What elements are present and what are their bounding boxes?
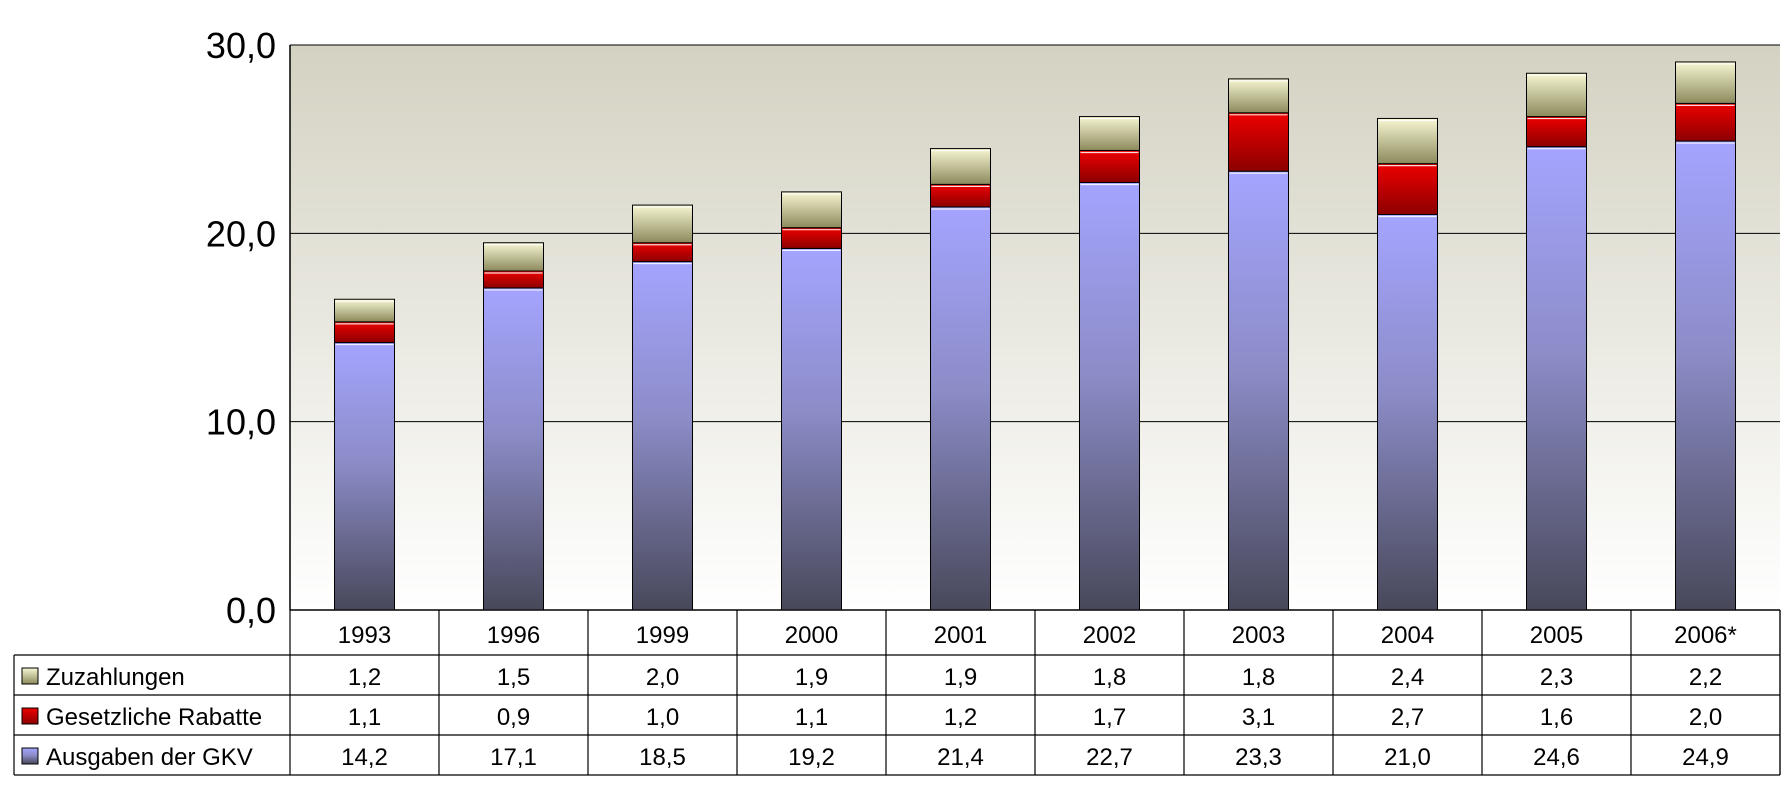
data-label: 0,9: [497, 704, 530, 731]
bar-segment-gesetzliche-rabatte: [1377, 163, 1438, 215]
legend-label: Zuzahlungen: [46, 664, 185, 691]
bar-segment-ausgaben-der-gkv: [1526, 146, 1587, 611]
bar-segment-gesetzliche-rabatte: [1526, 116, 1587, 148]
legend-label: Ausgaben der GKV: [46, 744, 253, 771]
bar-segment-zuzahlungen: [781, 191, 842, 229]
bar-segment-ausgaben-der-gkv: [1675, 140, 1736, 611]
data-label: 1,2: [348, 664, 381, 691]
bar-segment-gesetzliche-rabatte: [632, 242, 693, 263]
x-category-label: 2005: [1530, 622, 1583, 649]
x-category-label: 2003: [1232, 622, 1285, 649]
bar-segment-ausgaben-der-gkv: [334, 342, 395, 611]
x-category-label: 2002: [1083, 622, 1136, 649]
bar-segment-zuzahlungen: [632, 204, 693, 244]
data-label: 1,0: [646, 704, 679, 731]
y-tick-label: 0,0: [226, 590, 276, 631]
bar-segment-ausgaben-der-gkv: [632, 261, 693, 611]
data-label: 1,6: [1540, 704, 1573, 731]
data-label: 1,5: [497, 664, 530, 691]
legend-key-gesetzliche-rabatte: [21, 707, 39, 725]
data-label: 24,6: [1533, 744, 1580, 771]
data-label: 24,9: [1682, 744, 1729, 771]
bar-segment-ausgaben-der-gkv: [1377, 214, 1438, 611]
data-label: 1,7: [1093, 704, 1126, 731]
bar-segment-ausgaben-der-gkv: [1228, 170, 1289, 611]
data-label: 1,8: [1242, 664, 1275, 691]
data-label: 2,7: [1391, 704, 1424, 731]
data-label: 18,5: [639, 744, 686, 771]
bar-segment-gesetzliche-rabatte: [930, 183, 991, 208]
data-label: 3,1: [1242, 704, 1275, 731]
data-label: 23,3: [1235, 744, 1282, 771]
bar-segment-ausgaben-der-gkv: [781, 247, 842, 611]
x-category-label: 1993: [338, 622, 391, 649]
x-category-label: 2006*: [1674, 622, 1737, 649]
bar-segment-zuzahlungen: [334, 298, 395, 323]
bar-segment-zuzahlungen: [1228, 78, 1289, 114]
data-label: 2,0: [1689, 704, 1722, 731]
data-label: 2,4: [1391, 664, 1424, 691]
x-category-label: 2000: [785, 622, 838, 649]
y-tick-label: 30,0: [206, 25, 276, 66]
bar-segment-gesetzliche-rabatte: [781, 227, 842, 249]
bar-segment-zuzahlungen: [1526, 72, 1587, 118]
y-tick-label: 20,0: [206, 213, 276, 254]
data-label: 21,4: [937, 744, 984, 771]
bar-segment-gesetzliche-rabatte: [1079, 149, 1140, 183]
bar-segment-zuzahlungen: [483, 242, 544, 272]
bar-segment-ausgaben-der-gkv: [930, 206, 991, 611]
bar-segment-ausgaben-der-gkv: [483, 287, 544, 611]
bar-segment-zuzahlungen: [930, 148, 991, 185]
bar-segment-gesetzliche-rabatte: [1675, 102, 1736, 142]
data-label: 1,9: [944, 664, 977, 691]
bar-segment-ausgaben-der-gkv: [1079, 181, 1140, 611]
data-label: 14,2: [341, 744, 388, 771]
data-label: 1,1: [348, 704, 381, 731]
bar-segment-zuzahlungen: [1675, 61, 1736, 104]
data-label: 2,3: [1540, 664, 1573, 691]
data-label: 17,1: [490, 744, 537, 771]
data-label: 1,9: [795, 664, 828, 691]
bar-segment-zuzahlungen: [1079, 116, 1140, 151]
x-category-label: 2001: [934, 622, 987, 649]
data-label: 2,2: [1689, 664, 1722, 691]
bar-segment-zuzahlungen: [1377, 117, 1438, 165]
bar-segment-gesetzliche-rabatte: [1228, 112, 1289, 172]
bar-segment-gesetzliche-rabatte: [334, 321, 395, 344]
data-label: 21,0: [1384, 744, 1431, 771]
data-label: 22,7: [1086, 744, 1133, 771]
data-label: 1,2: [944, 704, 977, 731]
data-label: 19,2: [788, 744, 835, 771]
x-category-label: 1996: [487, 622, 540, 649]
x-category-label: 2004: [1381, 622, 1434, 649]
legend-key-zuzahlungen: [21, 667, 39, 685]
data-label: 1,8: [1093, 664, 1126, 691]
legend-label: Gesetzliche Rabatte: [46, 704, 262, 731]
data-label: 2,0: [646, 664, 679, 691]
y-tick-label: 10,0: [206, 402, 276, 443]
legend-key-ausgaben-der-gkv: [21, 747, 39, 765]
data-label: 1,1: [795, 704, 828, 731]
x-category-label: 1999: [636, 622, 689, 649]
